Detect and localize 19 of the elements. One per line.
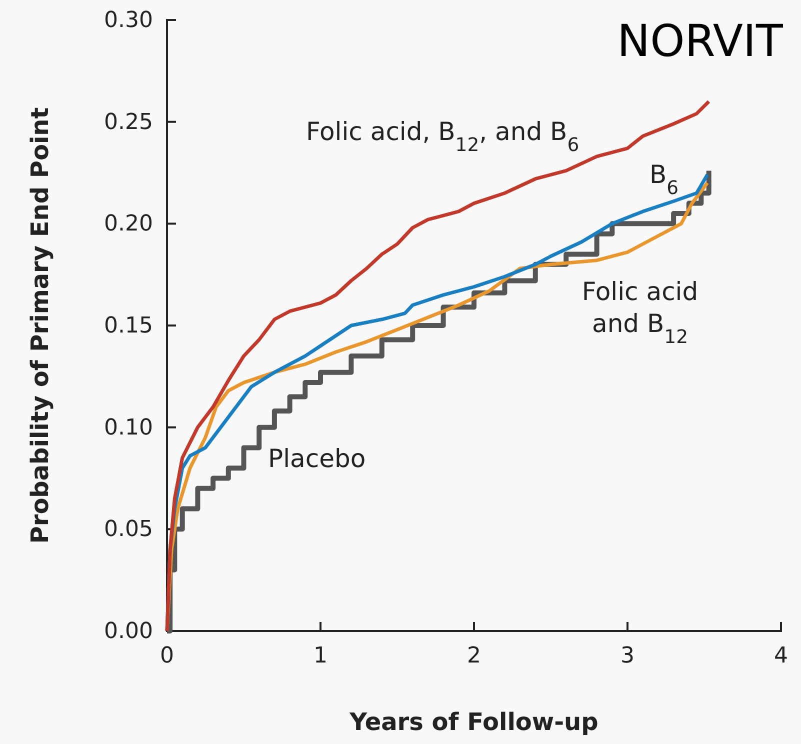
y-tick-label: 0.25	[104, 110, 153, 135]
y-tick-label: 0.00	[104, 619, 153, 644]
x-tick-label: 4	[774, 644, 788, 669]
x-tick-label: 3	[620, 644, 634, 669]
y-tick-label: 0.05	[104, 517, 153, 542]
x-tick-label: 2	[467, 644, 481, 669]
y-tick-label: 0.10	[104, 415, 153, 440]
series-label: B$_{6}$	[649, 160, 679, 198]
y-tick-label: 0.30	[104, 8, 153, 34]
chart-title: NORVIT	[617, 16, 783, 67]
series-label: Folic acid and B$_{12}$	[582, 277, 698, 348]
series-label: Folic acid, B$_{12}$, and B$_{6}$	[306, 117, 580, 156]
y-axis-title: Probability of Primary End Point	[26, 107, 54, 544]
y-tick-label: 0.20	[104, 212, 153, 237]
x-tick-label: 1	[314, 644, 328, 669]
x-axis-title: Years of Follow-up	[348, 708, 598, 736]
x-tick-label: 0	[160, 644, 174, 669]
series-label: Placebo	[268, 444, 366, 473]
y-tick-label: 0.15	[104, 314, 153, 339]
